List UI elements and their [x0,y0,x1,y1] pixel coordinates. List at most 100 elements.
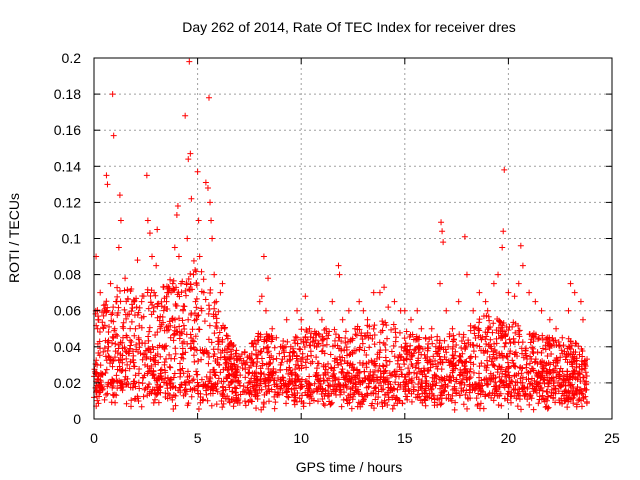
data-point [109,391,116,398]
data-point [493,388,500,395]
data-point [205,382,212,389]
data-point [342,381,349,388]
data-point [419,390,426,397]
data-point [264,377,271,384]
data-point [103,298,110,305]
data-point [422,402,429,409]
data-point [482,336,489,343]
data-point [151,289,158,296]
data-point [398,371,405,378]
data-point [183,388,190,395]
data-point [462,391,469,398]
y-tick-label: 0.14 [54,158,81,174]
data-point [566,344,573,351]
data-point [431,371,438,378]
data-point [117,339,124,346]
data-point [318,348,325,355]
data-point [145,383,152,390]
data-point [534,349,541,356]
data-point [382,341,389,348]
data-point [376,289,383,296]
data-point [519,262,526,269]
data-point [476,289,483,296]
data-point [291,398,298,405]
data-point [123,298,130,305]
data-point [177,332,184,339]
y-tick-label: 0.08 [54,267,81,283]
data-point [286,376,293,383]
data-point [436,353,443,360]
data-point [333,391,340,398]
data-point [310,397,317,404]
data-point [428,385,435,392]
data-point [289,371,296,378]
data-point [226,384,233,391]
data-point [368,357,375,364]
data-point [434,365,441,372]
data-point [297,346,304,353]
data-point [117,351,124,358]
data-point [567,280,574,287]
data-point [94,376,101,383]
data-point [447,358,454,365]
data-point [163,324,170,331]
data-point [307,334,314,341]
data-point [527,339,534,346]
data-point [307,342,314,349]
data-point [460,334,467,341]
data-point [428,325,435,332]
data-point [265,398,272,405]
data-point [466,381,473,388]
data-point [193,371,200,378]
data-point [194,312,201,319]
data-point [419,377,426,384]
data-point [436,340,443,347]
data-point [232,385,239,392]
data-point [583,398,590,405]
data-point [472,385,479,392]
data-point [121,287,128,294]
data-point [230,371,237,378]
data-point [315,360,322,367]
data-point [352,331,359,338]
data-point [115,244,122,251]
data-point [221,325,228,332]
data-point [553,354,560,361]
data-point [501,395,508,402]
data-point [480,405,487,412]
data-point [176,360,183,367]
data-point [570,384,577,391]
y-tick-label: 0 [73,411,81,427]
data-point [378,386,385,393]
data-point [415,359,422,366]
data-point [163,342,170,349]
data-point [332,331,339,338]
data-point [545,379,552,386]
data-point [105,343,112,350]
data-point [134,257,141,264]
data-point [357,400,364,407]
data-point [170,337,177,344]
data-point [222,356,229,363]
data-point [310,334,317,341]
data-point [140,293,147,300]
data-point [342,328,349,335]
data-point [232,389,239,396]
data-point [564,404,571,411]
data-point [471,330,478,337]
data-point [360,307,367,314]
data-point [260,253,267,260]
data-point [293,382,300,389]
data-point [104,347,111,354]
data-point [314,340,321,347]
data-point [225,372,232,379]
data-point [119,323,126,330]
data-point [489,329,496,336]
data-point [543,397,550,404]
data-point [103,172,110,179]
data-point [552,385,559,392]
data-point [490,280,497,287]
data-point [333,383,340,390]
data-point [261,336,268,343]
data-point [579,316,586,323]
